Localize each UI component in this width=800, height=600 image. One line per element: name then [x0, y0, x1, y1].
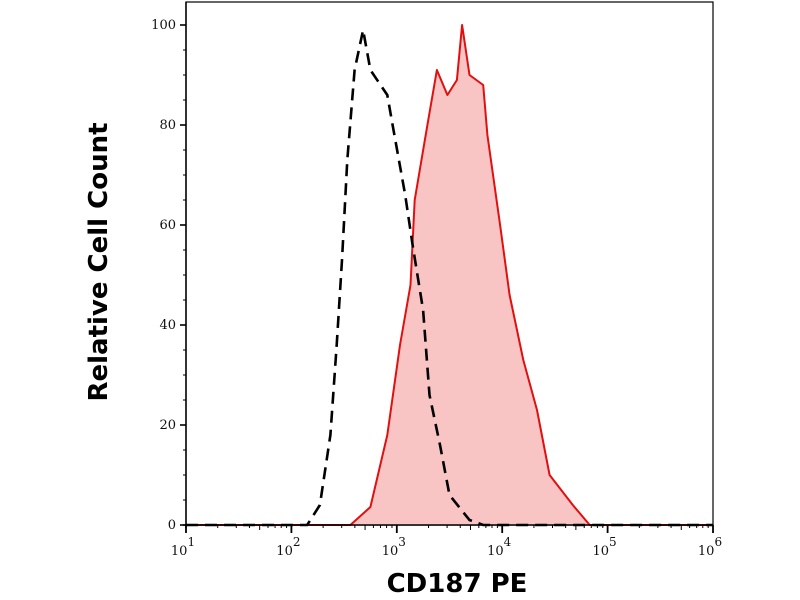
x-tick-label: 103 [382, 535, 406, 559]
series-line-0 [186, 24, 713, 526]
x-tick-label: 105 [593, 535, 617, 559]
y-axis-title: Relative Cell Count [84, 122, 114, 401]
plot-area [185, 1, 714, 527]
x-tick-label: 104 [487, 535, 512, 559]
y-tick-label: 60 [159, 218, 176, 233]
x-tick-label: 102 [276, 535, 300, 559]
x-tick-label: 106 [698, 535, 722, 559]
series-line-1 [186, 29, 713, 527]
y-tick-label: 40 [159, 318, 176, 333]
y-tick-label: 100 [151, 18, 176, 33]
y-tick-label: 20 [159, 418, 176, 433]
y-tick-label: 0 [168, 518, 176, 533]
series-fill-0 [186, 25, 713, 525]
x-tick-label: 101 [171, 535, 195, 559]
y-tick-label: 80 [159, 118, 176, 133]
x-axis-title: CD187 PE [387, 569, 528, 599]
axes: 0 20 40 60 80 100 101 102 103 104 105 106 [151, 2, 722, 559]
